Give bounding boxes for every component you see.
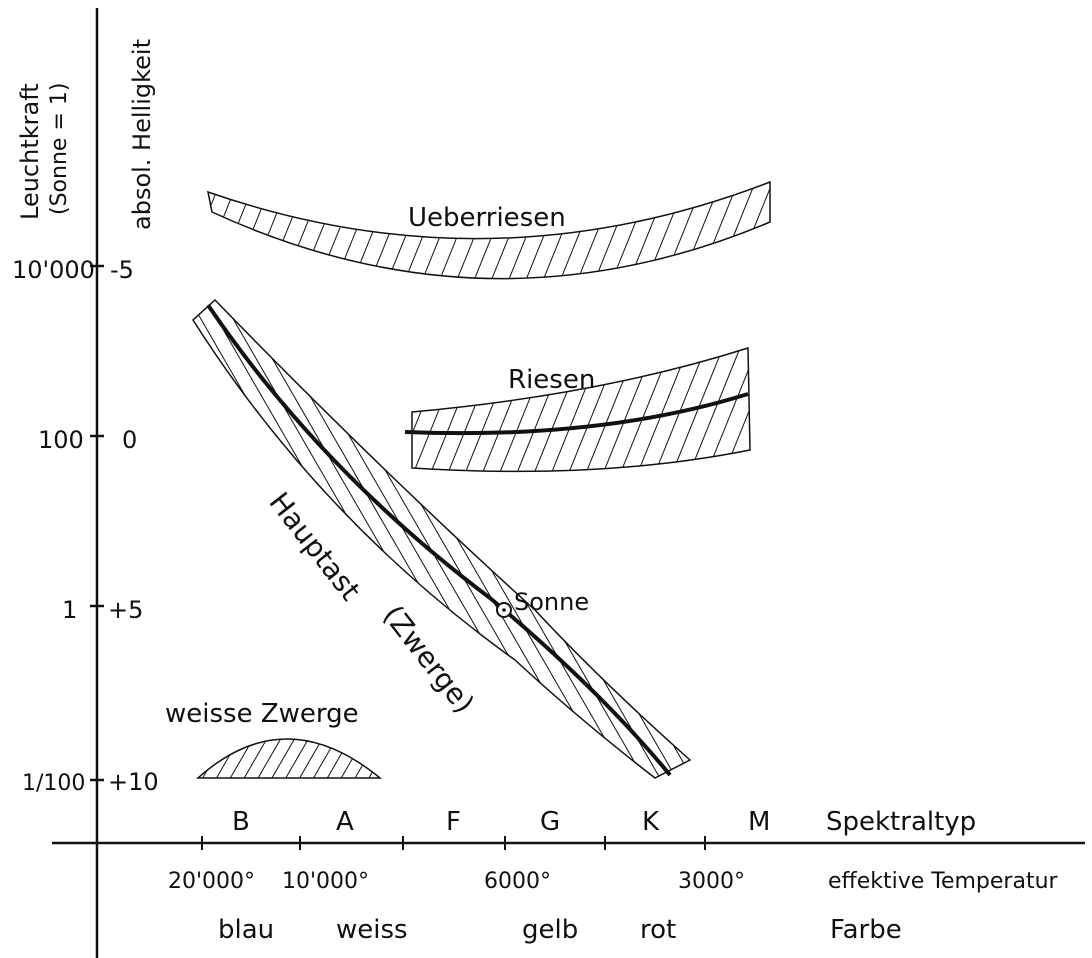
lum-tick-1: 1 xyxy=(62,596,77,624)
y-title-luminosity-unit: (Sonne = 1) xyxy=(47,83,72,215)
spectral-type-m: M xyxy=(748,807,770,837)
temp-6000: 6000° xyxy=(484,869,551,894)
color-weiss: weiss xyxy=(336,915,408,945)
y-ticks xyxy=(90,264,104,782)
spectral-type-g: G xyxy=(540,807,560,837)
mag-tick-0: 0 xyxy=(122,426,137,454)
supergiants-label: Ueberriesen xyxy=(408,203,566,233)
main-sequence-band xyxy=(192,298,692,779)
x-ticks xyxy=(201,836,706,850)
color-label: Farbe xyxy=(830,915,902,945)
mag-tick-plus5: +5 xyxy=(108,596,143,624)
sun-symbol-dot xyxy=(502,608,506,612)
spectral-type-b: B xyxy=(232,807,250,837)
supergiants-band xyxy=(207,180,771,280)
lum-tick-100: 100 xyxy=(38,426,84,454)
color-blau: blau xyxy=(218,915,274,945)
temp-10000: 10'000° xyxy=(282,869,369,894)
y-title-magnitude: absol. Helligkeit xyxy=(128,39,156,230)
giants-label: Riesen xyxy=(508,365,595,395)
lum-tick-1-100: 1/100 xyxy=(22,771,85,796)
main-sequence-ridge-line xyxy=(206,303,672,777)
lum-tick-10000: 10'000 xyxy=(12,256,95,284)
mag-tick-plus10: +10 xyxy=(108,768,159,796)
temperature-label: effektive Temperatur xyxy=(828,869,1059,894)
sun-label: Sonne xyxy=(514,588,589,616)
spectral-type-f: F xyxy=(446,807,461,837)
spectral-label: Spektraltyp xyxy=(826,807,976,837)
temp-20000: 20'000° xyxy=(168,869,255,894)
white-dwarfs-band xyxy=(196,738,383,779)
mag-tick-minus5: -5 xyxy=(110,256,134,284)
temp-3000: 3000° xyxy=(678,869,745,894)
color-gelb: gelb xyxy=(522,915,578,945)
y-title-luminosity: Leuchtkraft xyxy=(16,83,44,220)
spectral-type-a: A xyxy=(336,807,354,837)
giants-band xyxy=(411,346,751,473)
white-dwarfs-label: weisse Zwerge xyxy=(165,699,359,729)
color-rot: rot xyxy=(640,915,676,945)
spectral-type-k: K xyxy=(642,807,660,837)
giants-ridge-line xyxy=(404,392,749,436)
